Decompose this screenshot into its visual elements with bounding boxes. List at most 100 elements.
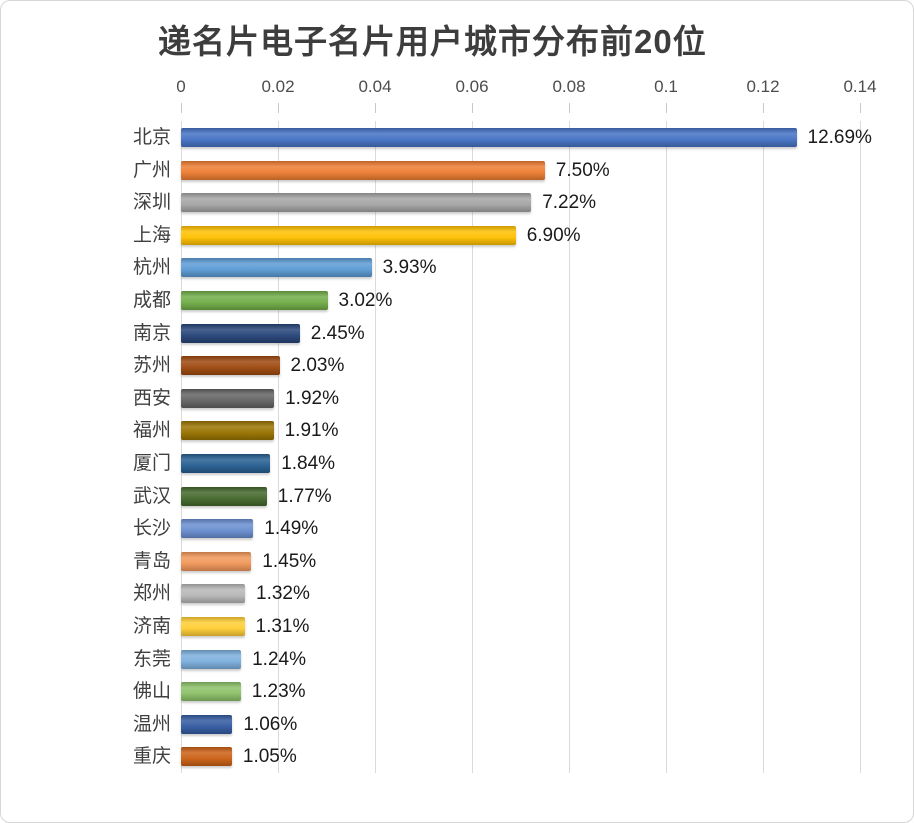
bar-value-label: 1.84%	[281, 453, 336, 474]
x-axis-tick-mark	[278, 103, 279, 113]
x-axis-tick-mark	[666, 103, 667, 113]
bar-value-label: 1.45%	[262, 550, 317, 572]
vertical-gridline	[569, 121, 570, 773]
bar-row: 上海 6.90%	[1, 219, 913, 252]
category-label: 苏州	[132, 355, 171, 377]
bar-value-label: 7.22%	[542, 192, 597, 214]
bar-row: 深圳 7.22%	[1, 186, 913, 219]
vertical-gridline	[375, 121, 376, 773]
bar-row: 郑州 1.32%	[1, 577, 913, 610]
category-label: 厦门	[132, 453, 171, 474]
bar-row: 青岛 1.45%	[1, 545, 913, 578]
category-label: 济南	[132, 616, 171, 637]
x-axis-tick-label: 0	[176, 77, 186, 96]
bar	[181, 356, 280, 376]
bar	[181, 747, 232, 767]
bar-row: 苏州 2.03%	[1, 349, 913, 382]
bar-value-label: 1.05%	[242, 746, 297, 768]
category-label: 武汉	[132, 485, 171, 507]
category-label: 福州	[132, 420, 171, 442]
bar	[181, 486, 267, 506]
bar-row: 南京 2.45%	[1, 317, 913, 350]
bar-value-label: 1.77%	[277, 485, 332, 507]
bar-value-label: 1.32%	[256, 583, 310, 605]
bar	[181, 682, 241, 702]
category-label: 北京	[132, 127, 171, 148]
chart-title: 递名片电子名片用户城市分布前20位	[158, 23, 707, 60]
bar-row: 北京 12.69%	[1, 121, 913, 154]
bar	[181, 617, 245, 636]
bar	[181, 160, 545, 180]
category-label: 成都	[132, 290, 171, 311]
category-label: 西安	[132, 387, 171, 409]
x-axis-tick-label: 0.04	[358, 77, 392, 96]
bar-row: 西安 1.92%	[1, 382, 913, 415]
bar	[181, 519, 254, 539]
vertical-gridline	[472, 121, 473, 773]
bar-value-label: 1.23%	[251, 681, 306, 703]
bar-value-label: 3.02%	[338, 290, 393, 311]
category-label: 东莞	[132, 648, 171, 670]
vertical-gridline	[666, 121, 667, 773]
vertical-gridline	[278, 121, 279, 773]
x-axis-tick-mark	[569, 103, 570, 113]
bar-row: 佛山 1.23%	[1, 675, 913, 708]
category-label: 佛山	[132, 681, 171, 703]
bar	[181, 584, 245, 604]
bar	[181, 649, 242, 669]
category-label: 长沙	[132, 518, 171, 540]
vertical-gridline	[763, 121, 764, 773]
category-label: 温州	[132, 713, 171, 735]
bar-row: 温州 1.06%	[1, 708, 913, 741]
x-axis-tick-label: 0.02	[261, 77, 295, 96]
bar-value-label: 1.24%	[252, 648, 306, 670]
bar-value-label: 1.49%	[264, 518, 319, 540]
vertical-gridline	[860, 121, 861, 773]
x-axis-tick-mark	[181, 103, 182, 113]
category-label: 广州	[132, 159, 171, 181]
category-label: 杭州	[132, 257, 171, 279]
bar	[181, 193, 532, 213]
bar-row: 厦门 1.84%	[1, 447, 913, 480]
bar-value-label: 12.69%	[807, 127, 872, 148]
bar	[181, 225, 516, 245]
category-label: 青岛	[132, 550, 171, 572]
bar-value-label: 1.06%	[243, 713, 298, 735]
x-axis-tick-mark	[375, 103, 376, 113]
bar-value-label: 3.93%	[382, 257, 437, 279]
bar-row: 成都 3.02%	[1, 284, 913, 317]
bar-row: 武汉 1.77%	[1, 480, 913, 513]
x-axis-tick-label: 0.08	[552, 77, 586, 96]
bar	[181, 454, 271, 473]
bar	[181, 421, 274, 441]
x-axis-tick-label: 0.14	[843, 77, 877, 96]
x-axis-tick-label: 0.12	[746, 77, 780, 96]
x-axis-tick-label: 0.1	[654, 77, 678, 96]
bar	[181, 714, 233, 734]
bar-value-label: 1.92%	[285, 387, 339, 409]
bar-value-label: 7.50%	[555, 159, 610, 181]
x-axis-tick-label: 0.06	[455, 77, 489, 96]
bar-row: 广州 7.50%	[1, 154, 913, 187]
bar	[181, 258, 372, 278]
x-axis-tick-mark	[472, 103, 473, 113]
bar-row: 济南 1.31%	[1, 610, 913, 643]
bar	[181, 551, 252, 571]
x-axis-tick-mark	[860, 103, 861, 113]
bar	[181, 323, 300, 343]
bar-value-label: 2.45%	[310, 322, 365, 344]
bar	[181, 291, 328, 310]
vertical-gridline	[181, 121, 182, 773]
bar-row: 杭州 3.93%	[1, 251, 913, 284]
bar-row: 福州 1.91%	[1, 414, 913, 447]
x-axis-tick-mark	[763, 103, 764, 113]
category-label: 深圳	[132, 192, 171, 214]
category-label: 重庆	[132, 746, 171, 768]
bar-row: 东莞 1.24%	[1, 643, 913, 676]
category-label: 上海	[132, 224, 171, 246]
bar-value-label: 6.90%	[526, 224, 581, 246]
category-label: 南京	[132, 322, 171, 344]
bar-row: 长沙 1.49%	[1, 512, 913, 545]
bar-value-label: 1.91%	[284, 420, 339, 442]
